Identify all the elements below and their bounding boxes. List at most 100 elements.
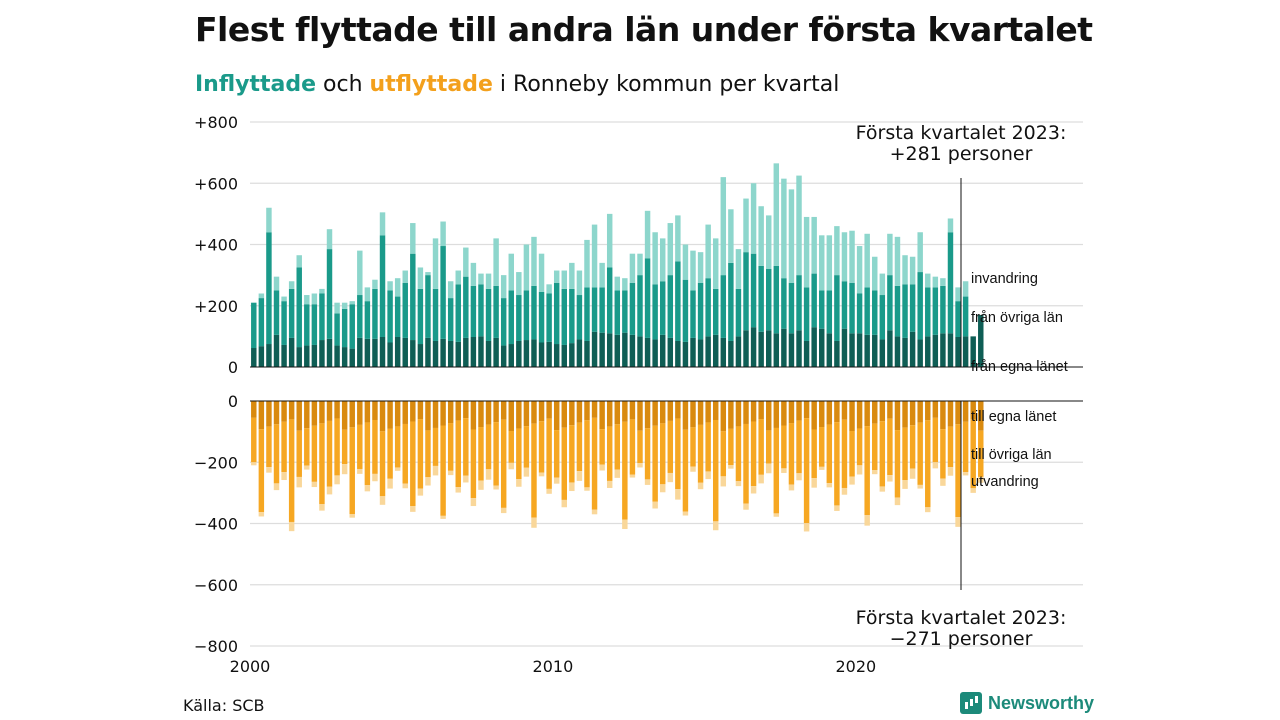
bar-out-emig	[803, 523, 810, 532]
bar-out-other	[849, 431, 855, 477]
bar-in-local	[470, 336, 477, 367]
bar-in-immig	[387, 281, 393, 291]
bar-out-other	[917, 422, 923, 485]
bar-in-immig	[296, 255, 302, 268]
bar-in-other	[614, 290, 621, 335]
bar-in-local	[455, 341, 461, 367]
bar-out-emig	[455, 487, 461, 493]
bar-out-other	[410, 421, 416, 507]
bar-in-other	[917, 272, 923, 340]
bar-out-emig	[410, 506, 416, 512]
bar-in-other	[705, 278, 711, 337]
bar-out-emig	[970, 488, 976, 493]
bar-in-immig	[872, 256, 878, 291]
bar-out-local	[644, 401, 651, 429]
bar-in-other	[947, 232, 954, 334]
bar-in-immig	[402, 270, 408, 283]
subtitle-rest: i Ronneby kommun per kvartal	[492, 72, 840, 97]
bar-out-emig	[447, 470, 454, 476]
bar-in-local	[364, 338, 371, 367]
bar-out-other	[311, 425, 318, 482]
outflow-bars	[251, 401, 984, 532]
bar-out-emig	[606, 480, 613, 488]
bar-in-other	[584, 287, 590, 341]
label-till-ovriga-lan: till övriga län	[971, 447, 1052, 463]
bar-out-other	[538, 421, 545, 473]
bar-in-local	[728, 340, 734, 367]
bar-out-emig	[463, 475, 469, 483]
bar-in-other	[622, 290, 628, 333]
bar-out-local	[629, 401, 636, 420]
bar-in-local	[978, 314, 984, 367]
bar-in-other	[281, 301, 287, 345]
bar-in-immig	[917, 232, 923, 273]
bar-out-emig	[304, 465, 310, 470]
bar-out-emig	[819, 466, 825, 470]
migration-chart: +800 +600 +400 +200 0 −200 −400 −600 −800 0 2000 20…	[194, 113, 1083, 676]
bar-in-immig	[281, 296, 287, 302]
bar-in-immig	[629, 253, 636, 283]
bar-in-immig	[622, 278, 628, 291]
bar-out-other	[281, 421, 287, 473]
brand-logo[interactable]: Newsworthy	[960, 692, 1094, 714]
bar-out-other	[553, 430, 560, 478]
bar-in-immig	[523, 244, 530, 291]
bar-in-local	[637, 336, 643, 367]
bar-in-other	[750, 253, 757, 328]
bar-in-local	[864, 334, 870, 367]
y-tick-label: −800	[194, 637, 238, 656]
bar-out-emig	[417, 488, 424, 496]
bar-out-other	[841, 419, 848, 488]
bar-in-immig	[357, 250, 363, 296]
bar-in-local	[341, 347, 348, 367]
y-tick-label: +200	[194, 297, 238, 316]
bar-out-local	[864, 401, 870, 427]
bar-out-emig	[872, 470, 878, 475]
bar-out-emig	[357, 468, 363, 474]
bar-in-immig	[720, 177, 727, 276]
bar-in-local	[394, 336, 401, 367]
bar-out-other	[478, 427, 484, 481]
y-tick-label: +600	[194, 174, 238, 193]
bar-out-emig	[902, 480, 908, 489]
bar-out-emig	[652, 501, 658, 509]
bar-out-emig	[955, 517, 961, 527]
bar-in-immig	[675, 215, 681, 262]
bar-in-local	[516, 340, 522, 367]
bar-out-local	[251, 401, 257, 418]
bar-in-immig	[932, 276, 939, 288]
bar-in-local	[304, 345, 310, 367]
bar-in-local	[970, 336, 976, 367]
bar-out-other	[667, 420, 674, 473]
bar-in-other	[925, 287, 931, 337]
bar-out-emig	[546, 488, 552, 494]
bar-in-immig	[819, 235, 825, 291]
bar-out-other	[697, 424, 704, 483]
subtitle: Inflyttade och utflyttade i Ronneby komm…	[195, 72, 839, 97]
bar-out-local	[531, 401, 537, 424]
bar-in-local	[834, 340, 840, 367]
bar-in-immig	[909, 256, 916, 285]
y-tick-label: −600	[194, 576, 238, 595]
bar-out-local	[856, 401, 863, 429]
bar-in-other	[758, 265, 764, 332]
bar-in-other	[326, 249, 333, 339]
bar-in-local	[697, 339, 704, 367]
bar-out-other	[652, 425, 658, 502]
bar-out-emig	[622, 519, 628, 530]
bar-in-immig	[667, 223, 674, 276]
bar-in-immig	[485, 273, 492, 289]
bar-in-immig	[334, 302, 340, 314]
bar-out-emig	[258, 512, 265, 517]
label-invandring: invandring	[971, 271, 1038, 287]
bar-in-other	[364, 301, 371, 339]
bar-out-other	[508, 431, 514, 463]
bar-out-emig	[811, 478, 817, 488]
bar-out-local	[606, 401, 613, 427]
bar-out-other	[349, 427, 355, 515]
bar-in-other	[523, 290, 530, 341]
bar-out-emig	[682, 511, 689, 516]
x-tick-label: 2000	[230, 657, 271, 676]
bar-out-other	[251, 417, 257, 463]
bar-out-other	[856, 428, 863, 466]
